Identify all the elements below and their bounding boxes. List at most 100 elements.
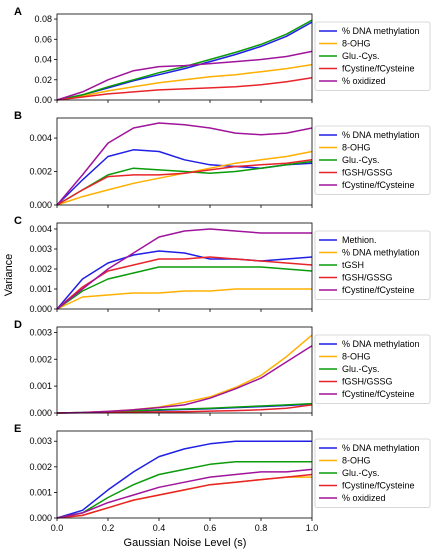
series-line [56,63,313,101]
x-tick-label: 0.2 [102,523,115,533]
plot-frame [56,222,313,310]
legend: % DNA methylation 8-OHG Glu.-Cys. fGSH/GSSG… [314,334,431,404]
legend-entry: fGSH/GSSG [342,273,393,283]
y-tick-label: 0.001 [29,284,52,294]
series-line [56,256,313,310]
y-tick-label: 0.002 [29,264,52,274]
legend-entry: % DNA methylation [342,339,420,349]
legend-entry: 8-OHG [342,352,371,362]
y-tick-label: 0.004 [29,133,52,143]
x-tick-label: 0.8 [255,523,268,533]
legend-entry: Glu.-Cys. [342,51,380,61]
y-tick-label: 0.001 [29,487,52,497]
series-line [56,19,313,101]
legend-entry: % DNA methylation [342,443,420,453]
plot-frame [56,326,313,414]
series-line [56,76,313,101]
panel-a: A 0.00 0.02 0.04 0.06 0.08 % DNA methylation 8-… [14,6,431,105]
legend-entry: % oxidized [342,493,386,503]
legend-entry: 8-OHG [342,143,371,153]
legend-entry: % DNA methylation [342,130,420,140]
legend-entry: fCystine/fCysteine [342,481,415,491]
plot-frame [56,13,313,101]
y-tick-label: 0.000 [29,408,52,418]
legend-entry: Glu.-Cys. [342,468,380,478]
series-line [56,266,313,310]
y-tick-label: 0.003 [29,244,52,254]
series-line [56,334,313,414]
series-line [56,160,313,206]
legend-entry: Glu.-Cys. [342,155,380,165]
plot-frame [56,117,313,206]
y-tick-label: 0.000 [29,200,52,210]
legend-entry: 8-OHG [342,456,371,466]
series-line [56,159,313,206]
y-tick-label: 0.002 [29,167,52,177]
y-tick-label: 0.02 [34,75,52,85]
x-tick-label: 0.4 [153,523,166,533]
legend-box [314,438,431,508]
series-line [56,228,312,310]
y-tick-label: 0.000 [29,513,52,523]
legend-entry: fCystine/fCysteine [342,180,415,190]
y-tick-label: 0.04 [34,55,52,65]
legend-entry: fGSH/GSSG [342,377,393,387]
series-line [56,288,312,310]
legend: Methion. % DNA methylation tGSH fGSH/GSSG fC… [314,230,431,300]
y-tick-label: 0.003 [29,327,52,337]
y-axis-label: Variance [3,254,15,297]
legend-entry: fCystine/fCysteine [342,64,415,74]
x-tick-label: 1.0 [306,523,319,533]
x-tick-label: 0.0 [51,523,64,533]
legend-entry: % oxidized [342,76,386,86]
series-line [56,473,313,519]
panel-d: D 0.000 0.001 0.002 0.003 % DNA methylation 8-… [14,319,431,418]
y-tick-label: 0.002 [29,354,52,364]
legend-entry: Methion. [342,235,377,245]
panel-letter: E [14,423,21,435]
legend-entry: tGSH [342,260,364,270]
series-line [56,468,313,519]
legend-entry: fCystine/fCysteine [342,389,415,399]
series-line [56,250,313,310]
series-line [56,122,313,206]
legend-entry: % DNA methylation [342,26,420,36]
series-line [56,460,312,519]
series-line [56,404,313,414]
plot-frame [56,430,313,519]
series-line [56,50,313,101]
panel-letter: A [14,6,22,18]
y-tick-label: 0.06 [34,34,52,44]
legend: % DNA methylation 8-OHG Glu.-Cys. fCystine/… [314,438,431,508]
y-tick-label: 0.001 [29,381,52,391]
y-tick-label: 0.00 [34,95,52,105]
panels: A 0.00 0.02 0.04 0.06 0.08 % DNA methylation 8-… [14,6,431,533]
legend-entry: % DNA methylation [342,248,420,258]
y-tick-label: 0.08 [34,14,52,24]
series-line [56,440,312,519]
panel-letter: B [14,110,22,122]
legend-box [314,21,431,91]
legend: % DNA methylation 8-OHG Glu.-Cys. fGSH/GSSG… [314,125,431,195]
legend-box [314,334,431,404]
panel-b: B 0.000 0.002 0.004 % DNA methylation 8-OHG Gl… [14,110,431,210]
panel-letter: C [14,215,22,227]
legend-entry: fGSH/GSSG [342,168,393,178]
legend-box [314,125,431,195]
y-tick-label: 0.002 [29,462,52,472]
legend-entry: 8-OHG [342,39,371,49]
x-axis-label: Gaussian Noise Level (s) [124,537,247,549]
panel-e: E 0.000 0.001 0.002 0.003 0.0 0.2 0.4 0.6 0.8 1.0%… [14,423,431,533]
legend: % DNA methylation 8-OHG Glu.-Cys. fCystine/… [314,21,431,91]
legend-entry: fCystine/fCysteine [342,285,415,295]
series-line [56,345,313,414]
legend-box [314,230,431,300]
x-tick-label: 0.6 [204,523,217,533]
y-tick-label: 0.003 [29,436,52,446]
legend-entry: Glu.-Cys. [342,364,380,374]
y-tick-label: 0.004 [29,224,52,234]
panel-c: C 0.000 0.001 0.002 0.003 0.004 Methion. % DNA … [14,215,431,314]
y-tick-label: 0.000 [29,304,52,314]
panel-letter: D [14,319,22,331]
